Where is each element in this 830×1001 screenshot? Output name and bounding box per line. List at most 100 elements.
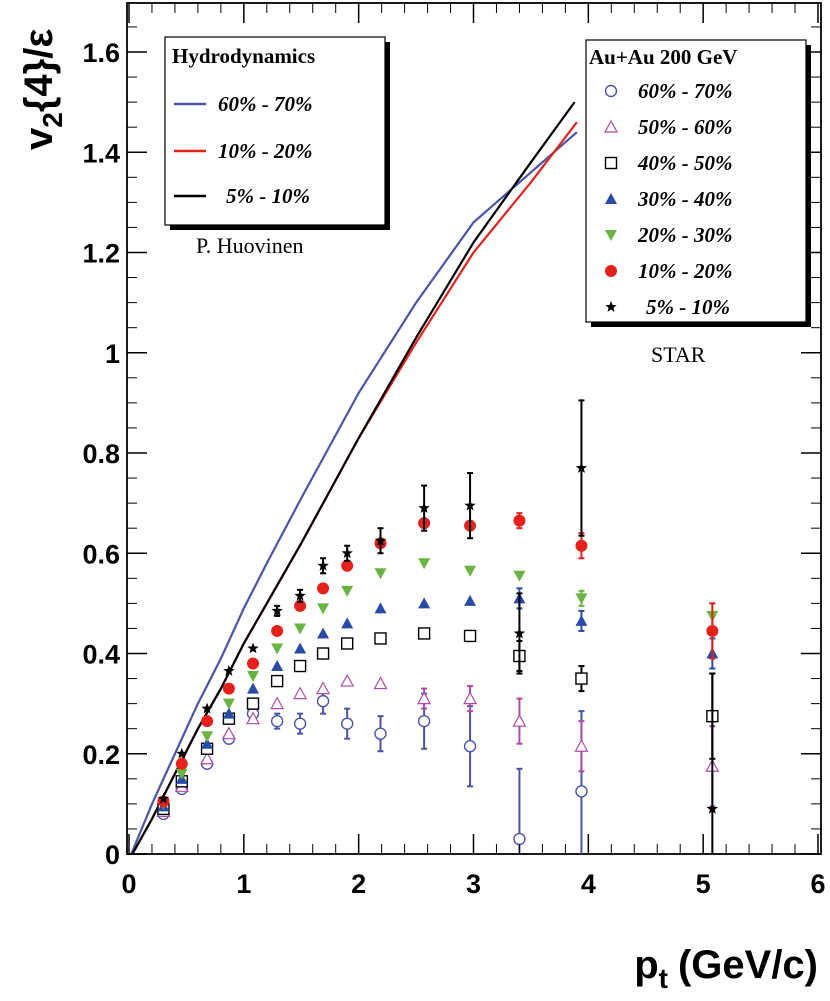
data-point bbox=[417, 627, 431, 640]
data-point bbox=[418, 502, 430, 513]
data-point bbox=[293, 686, 308, 700]
data-point bbox=[221, 726, 236, 740]
hydro-legend-title: Hydrodynamics bbox=[172, 44, 315, 68]
data-point bbox=[293, 659, 307, 673]
data-point bbox=[271, 660, 284, 672]
data-point bbox=[513, 832, 526, 846]
axes: 0 1 2 3 4 5 6 0 0.2 0.4 0.6 0.8 1 1.2 1.4 1.6 bbox=[82, 3, 826, 899]
data-legend-label-1: 50% - 60% bbox=[638, 115, 732, 139]
x-tick-label: 5 bbox=[696, 869, 711, 899]
y-tick-label: 0.2 bbox=[82, 740, 120, 770]
data-point bbox=[418, 597, 431, 609]
data-point bbox=[201, 731, 214, 743]
data-point bbox=[200, 751, 215, 765]
data-point bbox=[294, 623, 307, 635]
data-point bbox=[222, 707, 235, 719]
hydro-legend-label-1: 10% - 20% bbox=[218, 139, 312, 163]
data-point bbox=[223, 665, 235, 676]
data-point bbox=[270, 674, 284, 688]
data-point bbox=[317, 627, 330, 639]
data-point bbox=[418, 558, 431, 570]
legend-marker-3 bbox=[605, 193, 617, 204]
data-point bbox=[374, 568, 387, 580]
y-tick-label: 1.2 bbox=[82, 239, 120, 269]
data-point bbox=[294, 642, 307, 654]
x-tick-label: 6 bbox=[810, 869, 825, 899]
hydro-curves bbox=[130, 101, 578, 855]
data-point bbox=[575, 539, 588, 552]
x-axis-label: pt (GeV/c) bbox=[634, 943, 818, 994]
x-tick-label: 1 bbox=[236, 869, 251, 899]
data-point bbox=[464, 499, 476, 511]
data-point bbox=[294, 589, 306, 601]
data-point bbox=[706, 624, 719, 637]
data-point bbox=[201, 737, 214, 749]
data-point bbox=[222, 698, 235, 710]
data-point bbox=[374, 602, 387, 614]
data-point bbox=[201, 715, 214, 728]
legend-marker-6 bbox=[605, 301, 617, 312]
data-point bbox=[340, 717, 354, 730]
hydro-legend: Hydrodynamics 60% - 70% 10% - 20% 5% - 1… bbox=[164, 36, 390, 230]
y-tick-label: 1.4 bbox=[82, 138, 120, 168]
data-point bbox=[270, 696, 285, 710]
data-point bbox=[293, 717, 307, 730]
data-point bbox=[317, 582, 330, 595]
data-point bbox=[341, 559, 354, 572]
data-point bbox=[340, 637, 354, 650]
x-label-main: p bbox=[634, 943, 658, 987]
data-point bbox=[373, 676, 388, 690]
svg-text:v2{4}/ε: v2{4}/ε bbox=[17, 29, 68, 150]
x-tick-label: 3 bbox=[466, 869, 481, 899]
data-point bbox=[374, 632, 387, 645]
data-point bbox=[271, 643, 284, 655]
y-label-sub: 2 bbox=[37, 112, 68, 128]
hydro-legend-label-2: 5% - 10% bbox=[226, 184, 310, 208]
data-point bbox=[247, 671, 260, 683]
data-point bbox=[463, 629, 477, 643]
legend-marker-1 bbox=[603, 119, 619, 133]
x-tick-label: 4 bbox=[581, 869, 596, 899]
data-point bbox=[270, 714, 284, 728]
data-point bbox=[176, 747, 188, 759]
y-axis-label: v2{4}/ε bbox=[17, 29, 68, 150]
series-5 bbox=[157, 512, 719, 808]
data-point bbox=[341, 547, 353, 559]
x-tick-label: 2 bbox=[351, 869, 366, 899]
data-point bbox=[175, 757, 188, 770]
data-point bbox=[513, 627, 526, 639]
data-legend-title: Au+Au 200 GeV bbox=[589, 45, 737, 69]
data-point bbox=[574, 738, 589, 752]
data-point bbox=[575, 462, 588, 473]
data-point bbox=[463, 740, 477, 753]
data-point bbox=[222, 682, 235, 695]
data-point bbox=[247, 682, 260, 694]
data-point bbox=[201, 702, 213, 714]
data-point bbox=[374, 727, 387, 740]
data-legend-label-3: 30% - 40% bbox=[637, 187, 732, 211]
data-point bbox=[341, 585, 354, 597]
legend-marker-5 bbox=[605, 265, 617, 277]
data-point bbox=[317, 603, 330, 615]
x-label-sub: t bbox=[659, 963, 668, 994]
data-point bbox=[175, 768, 188, 780]
y-tick-label: 0.4 bbox=[82, 640, 120, 670]
data-point bbox=[247, 657, 260, 670]
series-6 bbox=[157, 399, 719, 854]
data-point bbox=[575, 785, 588, 798]
data-point bbox=[463, 691, 478, 705]
data-point bbox=[513, 570, 526, 582]
y-label-rest: {4}/ε bbox=[17, 29, 61, 112]
data-point bbox=[417, 714, 431, 728]
data-legend-label-4: 20% - 30% bbox=[637, 223, 732, 247]
data-point bbox=[706, 802, 719, 814]
data-point bbox=[317, 559, 329, 571]
x-label-units: (GeV/c) bbox=[678, 943, 818, 987]
data-points bbox=[156, 399, 720, 854]
y-tick-label: 0.6 bbox=[82, 539, 120, 569]
data-point bbox=[512, 713, 527, 727]
data-point bbox=[374, 534, 387, 546]
data-point bbox=[247, 642, 259, 654]
data-point bbox=[340, 673, 355, 687]
